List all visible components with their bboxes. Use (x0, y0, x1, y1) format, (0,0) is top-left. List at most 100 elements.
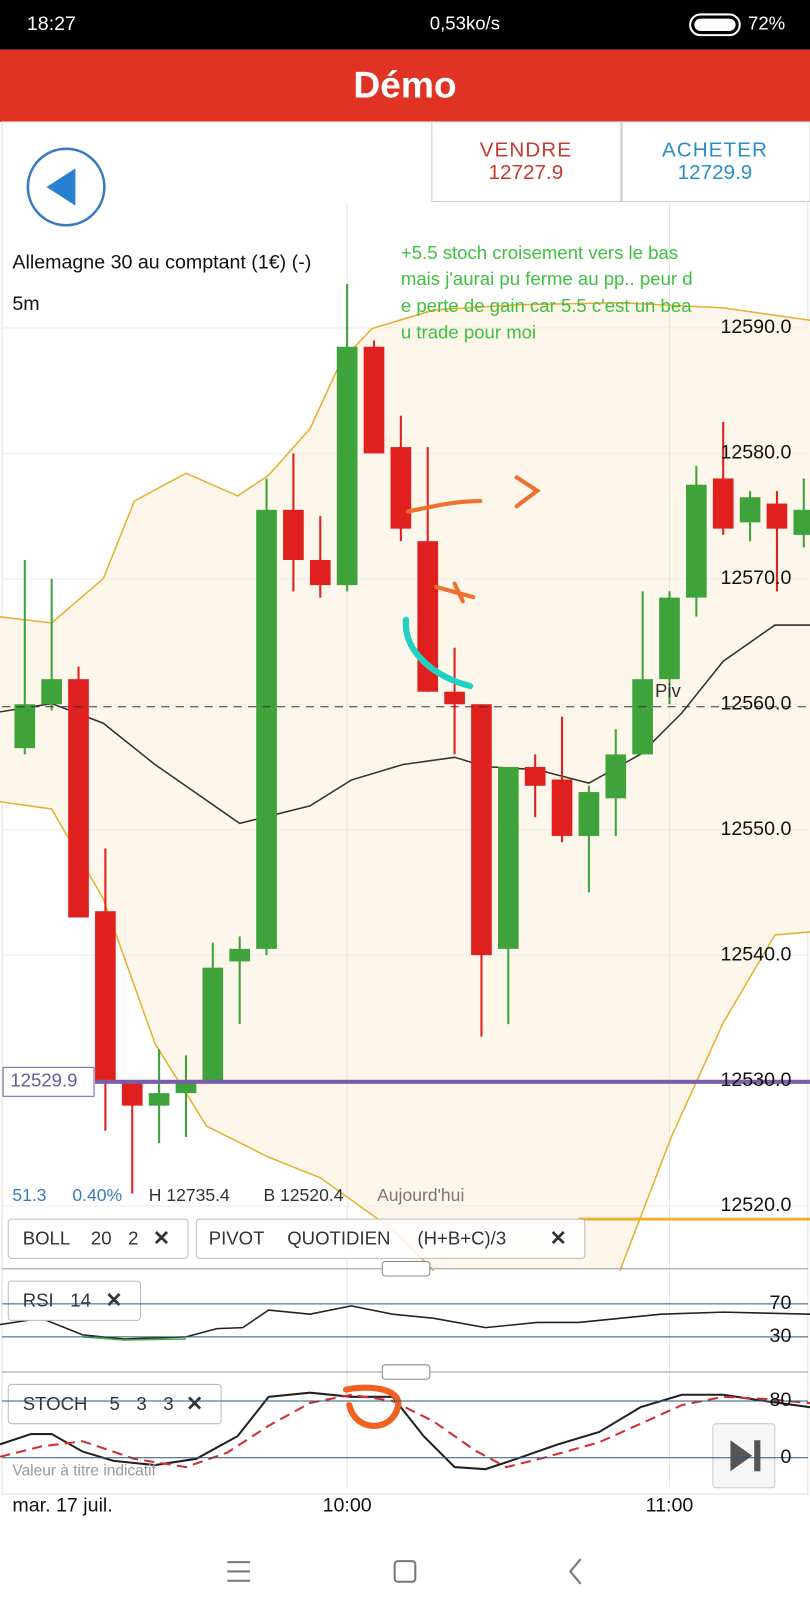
note-line: +5.5 stoch croisement vers le bas (401, 242, 678, 263)
price-level-label: 12529.9 (10, 1070, 77, 1091)
disclaimer: Valeur à titre indicatif (12, 1462, 156, 1479)
candle-body (309, 559, 331, 586)
candle-body (793, 509, 810, 535)
candle-body (336, 346, 358, 586)
candle-body (712, 478, 734, 529)
panel-tick-label: 70 (770, 1292, 792, 1314)
clock: 18:27 (27, 13, 76, 35)
chip-text: QUOTIDIEN (287, 1228, 390, 1249)
candle-body (551, 779, 573, 836)
drawing (402, 616, 474, 690)
drawing (406, 475, 541, 514)
bollinger-upper (0, 301, 810, 624)
candle-body (95, 911, 116, 1081)
network-speed: 0,53ko/s (430, 13, 500, 34)
menu-button[interactable] (227, 1561, 251, 1582)
drawing (433, 581, 476, 604)
back-nav-button[interactable] (568, 1558, 582, 1585)
price-level-box (2, 1066, 95, 1097)
candle-body (444, 691, 465, 705)
buy-button[interactable] (621, 121, 810, 202)
buy-label: ACHETER (662, 138, 768, 161)
rsi-line (0, 1305, 810, 1340)
stoch-d (0, 1393, 810, 1469)
drawing (343, 1384, 402, 1429)
candle-body (632, 679, 653, 755)
panel-tick-label: 80 (770, 1389, 792, 1411)
note-line: e perte de gain car 5.5 c'est un bea (401, 295, 692, 316)
close-icon[interactable]: ✕ (550, 1227, 567, 1250)
back-icon (46, 168, 76, 206)
candle-body (283, 509, 304, 560)
pivot-chip[interactable] (195, 1218, 586, 1259)
chip-text: 14 (70, 1290, 91, 1311)
timeframe: 5m (12, 293, 39, 315)
chip-text: PIVOT (209, 1228, 265, 1249)
candle-body (578, 792, 600, 836)
battery-level: 72% (748, 13, 785, 34)
boll-chip[interactable] (7, 1218, 189, 1259)
candle-body (256, 509, 277, 949)
jump-end-icon (730, 1440, 761, 1472)
y-tick-label: 12550.0 (720, 818, 791, 840)
panel-tick-label: 30 (770, 1325, 792, 1347)
chip-text: (H+B+C)/3 (417, 1228, 506, 1249)
candle-body (41, 679, 62, 705)
stat: B 12520.4 (263, 1185, 343, 1205)
bollinger-middle (0, 624, 810, 825)
x-tick-label: 11:00 (646, 1495, 694, 1517)
candle-body (229, 948, 251, 962)
nav-bar (0, 1527, 810, 1620)
battery-fill (694, 18, 736, 31)
sell-button[interactable] (431, 121, 622, 202)
buy-price: 12729.9 (678, 161, 753, 184)
bollinger-lower (619, 931, 810, 1272)
candle-body (686, 484, 707, 598)
status-bar (0, 0, 810, 50)
close-icon[interactable]: ✕ (186, 1393, 203, 1416)
candle-body (14, 704, 36, 749)
sell-price: 12727.9 (489, 161, 564, 184)
note-line: mais j'aurai pu ferme au pp.. peur d (401, 268, 693, 289)
header-title: Démo (353, 64, 456, 106)
home-button[interactable] (393, 1560, 417, 1583)
sell-label: VENDRE (480, 138, 572, 161)
close-icon[interactable]: ✕ (105, 1289, 122, 1312)
candle-body (363, 346, 385, 454)
rsi-chip[interactable] (7, 1280, 142, 1321)
close-icon[interactable]: ✕ (153, 1227, 170, 1250)
y-tick-label: 12530.0 (720, 1069, 791, 1091)
resize-handle[interactable] (381, 1260, 431, 1277)
y-tick-label: 12560.0 (720, 692, 791, 714)
y-tick-label: 12580.0 (720, 442, 791, 464)
y-tick-label: 12520.0 (720, 1194, 791, 1216)
chip-text: 3 (136, 1393, 146, 1414)
stat: 0.40% (72, 1185, 122, 1205)
candle-body (524, 766, 546, 786)
chip-text: 5 (110, 1393, 120, 1414)
y-tick-label: 12590.0 (720, 316, 791, 338)
note-line: u trade pour moi (401, 322, 536, 343)
candle-body (766, 503, 788, 529)
stoch-chip[interactable] (7, 1383, 222, 1425)
battery-icon (689, 13, 741, 37)
resize-handle[interactable] (381, 1364, 431, 1380)
panel-tick-label: 0 (780, 1446, 791, 1468)
app-header (0, 49, 810, 122)
candle-body (417, 541, 439, 692)
chip-text: 20 (91, 1228, 112, 1249)
chip-text: BOLL (23, 1228, 71, 1249)
rsi-oversold (82, 1336, 186, 1341)
instrument-name: Allemagne 30 au comptant (1€) (-) (12, 252, 311, 274)
pivot-label: Piv (655, 680, 682, 701)
candle-body (659, 597, 680, 680)
stat: Aujourd'hui (377, 1185, 464, 1205)
candle-body (148, 1093, 170, 1106)
candle-body (739, 497, 761, 523)
x-tick-label: 10:00 (323, 1495, 372, 1517)
candle-body (471, 704, 492, 956)
chip-text: 2 (128, 1228, 138, 1249)
chip-text: RSI (23, 1290, 54, 1311)
